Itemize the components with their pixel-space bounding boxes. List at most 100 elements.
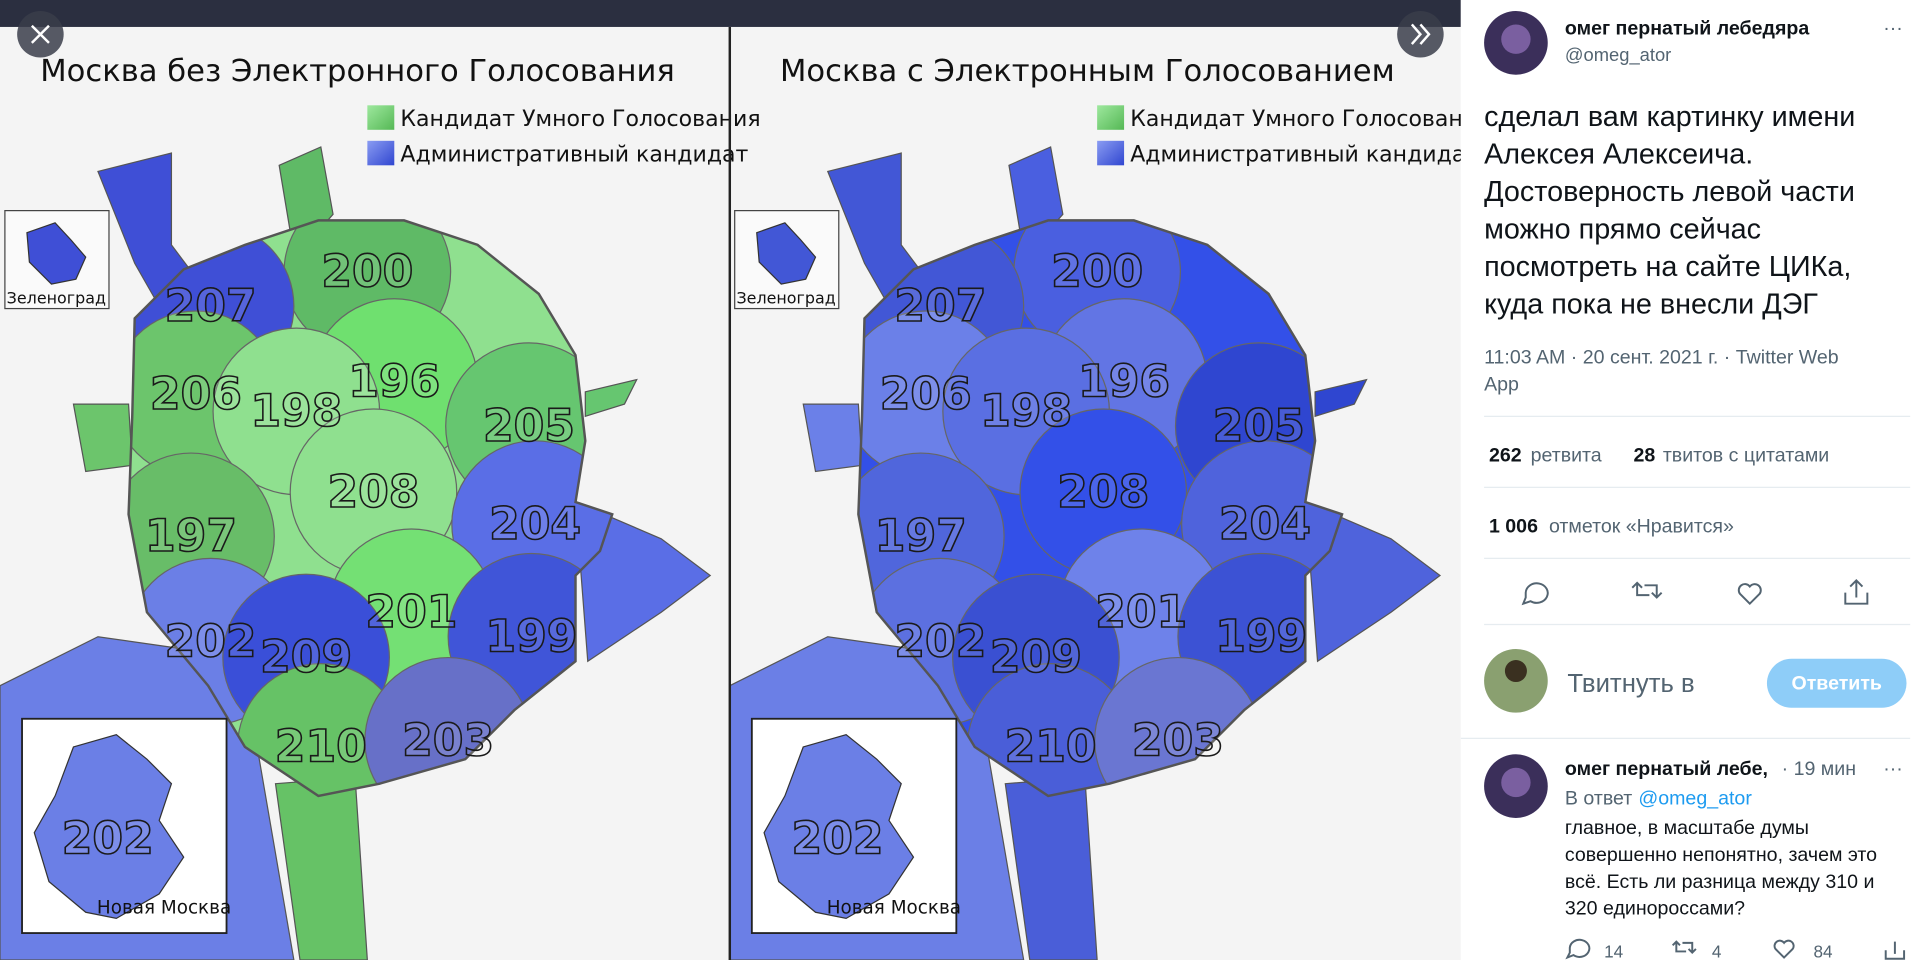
legend-swatch — [1097, 105, 1125, 130]
share-icon[interactable] — [1844, 579, 1869, 605]
district-label: 210 — [1005, 722, 1097, 773]
avatar-detail — [1501, 24, 1531, 54]
inset-district: 202 — [62, 813, 154, 864]
district-label: 208 — [327, 467, 419, 518]
district-label: 207 — [894, 281, 986, 332]
district-label: 202 — [894, 616, 986, 667]
text: отметок «Нравится» — [1549, 516, 1734, 538]
district-label: 205 — [483, 401, 575, 452]
new-moscow-shape — [763, 734, 915, 920]
district-label: 200 — [321, 247, 413, 298]
text: 1 006 — [1489, 516, 1538, 538]
inset-label: Новая Москва — [827, 897, 961, 918]
text: 262 — [1489, 445, 1522, 467]
district-label: 205 — [1213, 401, 1305, 452]
text: Достоверность левой части — [1484, 176, 1855, 208]
district-label: 204 — [1219, 499, 1311, 550]
inset-label: Зеленоград — [736, 289, 835, 308]
districts — [858, 220, 1343, 796]
retweet-icon[interactable] — [1671, 940, 1697, 955]
share-icon[interactable] — [1884, 941, 1906, 960]
collapse-button[interactable] — [1397, 11, 1444, 58]
legend-swatch — [367, 105, 395, 130]
mention[interactable]: @omeg_ator — [1638, 787, 1752, 809]
city-outline — [857, 219, 1344, 798]
text: всё. Есть ли разница между 310 и — [1565, 871, 1875, 893]
legend-label: Административный кандидат — [400, 143, 748, 168]
legend-label: Кандидат Умного Голосования — [400, 107, 760, 132]
avatar-detail — [1501, 767, 1531, 798]
map-title: Москва с Электронным Голосованием — [780, 54, 1395, 89]
district-label: 206 — [150, 369, 242, 420]
district-label: 203 — [402, 716, 494, 767]
text: · 19 мин — [1782, 758, 1856, 780]
text: 84 — [1813, 942, 1833, 960]
button-label: Ответить — [1791, 672, 1881, 694]
text: сделал вам картинку имени — [1484, 101, 1855, 133]
district-label: 201 — [1095, 587, 1187, 638]
district-label: 209 — [260, 632, 352, 683]
zelenograd-shape — [26, 222, 87, 285]
text: ретвита — [1531, 445, 1602, 467]
text: твитов с цитатами — [1663, 445, 1829, 467]
district-label: 203 — [1132, 716, 1224, 767]
map-title: Москва без Электронного Голосования — [40, 54, 675, 89]
text: 11:03 AM · 20 сент. 2021 г. · Twitter We… — [1484, 347, 1839, 369]
text: 14 — [1604, 942, 1624, 960]
close-button[interactable] — [17, 11, 64, 58]
district-label: 202 — [165, 616, 257, 667]
like-icon[interactable] — [1773, 939, 1795, 959]
button-bg — [1766, 658, 1907, 708]
district-label: 196 — [348, 357, 440, 408]
reply-icon[interactable] — [1565, 938, 1591, 960]
legend-swatch — [367, 140, 395, 166]
more-button[interactable]: ··· — [1883, 758, 1903, 780]
legend-label: Административный кандидат — [1130, 143, 1478, 168]
text: @omeg_ator — [1565, 44, 1671, 66]
text: 320 единороссами? — [1565, 898, 1745, 920]
text: омег пернатый лебе, — [1565, 758, 1768, 780]
legend-swatch — [1097, 140, 1125, 166]
text: 28 — [1633, 445, 1655, 467]
district-label: 200 — [1051, 247, 1143, 298]
district-label: 208 — [1057, 467, 1149, 518]
tweet-panel: омег пернатый лебедяра @omeg_ator ··· сдела… — [1460, 11, 1911, 960]
more-button[interactable]: ··· — [1883, 17, 1903, 39]
district-label: 198 — [250, 386, 342, 437]
inset-label: Новая Москва — [97, 897, 231, 918]
text: куда пока не внесли ДЭГ — [1484, 288, 1818, 320]
new-moscow-shape — [33, 734, 185, 920]
zelenograd-shape — [756, 222, 817, 285]
inset-label: Зеленоград — [7, 289, 106, 308]
reply-icon[interactable] — [1521, 582, 1549, 606]
top-bar — [0, 0, 1461, 27]
district-label: 196 — [1078, 357, 1170, 408]
district-label: 204 — [489, 499, 581, 550]
legend-label: Кандидат Умного Голосования — [1130, 107, 1490, 132]
east-suburb — [1304, 501, 1442, 663]
district-label: 206 — [880, 369, 972, 420]
text: совершенно непонятно, зачем это — [1565, 844, 1877, 866]
text: В ответ — [1565, 787, 1632, 809]
district-label: 199 — [485, 611, 577, 662]
district-label: 207 — [165, 281, 257, 332]
e-arm — [1314, 378, 1368, 418]
retweet-icon[interactable] — [1631, 581, 1663, 599]
district-label: 210 — [275, 722, 367, 773]
reply-input[interactable]: Твитнуть в — [1567, 670, 1694, 698]
text: главное, в масштабе думы — [1565, 817, 1809, 839]
text: 4 — [1712, 942, 1722, 960]
text: Алексея Алексеича. — [1484, 139, 1753, 171]
district-label: 197 — [875, 511, 967, 562]
text: можно прямо сейчас — [1484, 214, 1761, 246]
reply-button[interactable]: Ответить — [1766, 658, 1907, 708]
text: App — [1484, 374, 1519, 396]
avatar-detail — [1504, 660, 1527, 683]
text: посмотреть на сайте ЦИКа, — [1484, 251, 1851, 283]
like-icon[interactable] — [1737, 583, 1762, 606]
city-outline — [127, 219, 614, 798]
